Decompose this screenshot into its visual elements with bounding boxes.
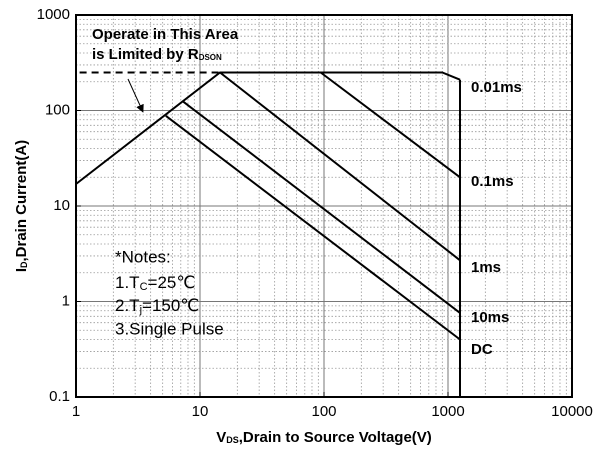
note: *Notes: xyxy=(115,247,171,266)
y-tick-label: 1 xyxy=(62,292,70,309)
note: 3.Single Pulse xyxy=(115,319,224,338)
x-tick-label: 100 xyxy=(311,403,336,420)
y-axis-label: ID,Drain Current(A) xyxy=(13,140,30,272)
y-tick-label: 10 xyxy=(53,197,70,214)
annotation: Operate in This Area xyxy=(92,26,239,43)
annotation: is Limited by RDSON xyxy=(92,46,222,63)
series-label: 0.01ms xyxy=(471,79,522,96)
series-label: 1ms xyxy=(471,259,501,276)
series-line xyxy=(219,71,461,262)
series-line xyxy=(320,71,461,179)
x-axis-label: VDS,Drain to Source Voltage(V) xyxy=(216,429,432,446)
series-label: DC xyxy=(471,341,493,358)
y-tick-label: 1000 xyxy=(37,6,70,23)
series-line xyxy=(165,115,461,341)
x-tick-label: 10 xyxy=(192,403,209,420)
y-tick-label: 0.1 xyxy=(49,388,70,405)
series-label: 10ms xyxy=(471,309,509,326)
series-line xyxy=(75,71,461,185)
lines xyxy=(75,71,461,397)
note: 2.Tj=150℃ xyxy=(115,296,199,315)
x-tick-label: 10000 xyxy=(551,403,593,420)
grid xyxy=(75,14,573,398)
series-line xyxy=(181,100,461,314)
x-tick-label: 1 xyxy=(72,403,80,420)
x-tick-label: 1000 xyxy=(431,403,464,420)
y-tick-label: 100 xyxy=(45,101,70,118)
series-label: 0.1ms xyxy=(471,173,514,190)
annotation-arrow xyxy=(127,78,144,113)
note: 1.TC=25℃ xyxy=(115,273,195,292)
